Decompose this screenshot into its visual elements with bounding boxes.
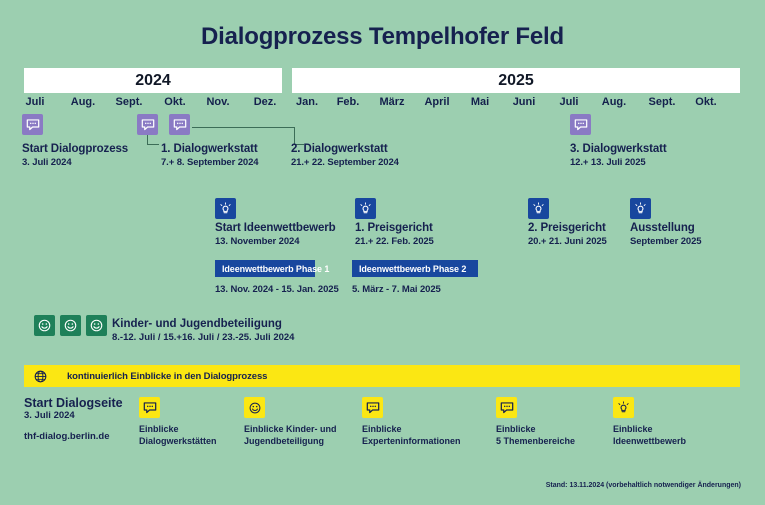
month-label-aug-2024: Aug. xyxy=(70,96,96,108)
event-title-2-preisgericht: 2. Preisgericht xyxy=(528,222,606,234)
month-label-mai-2025: Mai xyxy=(470,96,490,108)
smiley-icon xyxy=(244,397,265,418)
smiley-icon xyxy=(86,315,107,336)
dialog-site-date: 3. Juli 2024 xyxy=(24,410,75,421)
chat-icon xyxy=(570,114,591,135)
chat-icon xyxy=(137,114,158,135)
phase-bar-1-label: Ideenwettbewerb Phase 1 xyxy=(222,263,330,274)
event-date-start-ideenwettbewerb: 13. November 2024 xyxy=(215,236,300,247)
insight-label-experteninformationen: Einblicke Experteninformationen xyxy=(362,424,461,446)
event-date-3-dialogwerkstatt: 12.+ 13. Juli 2025 xyxy=(570,157,646,168)
month-label-jan-2025: Jan. xyxy=(295,96,319,108)
lightbulb-icon xyxy=(215,198,236,219)
month-label-okt-2024: Okt. xyxy=(164,96,186,108)
month-label-nov-2024: Nov. xyxy=(206,96,230,108)
chat-icon xyxy=(169,114,190,135)
month-label-aug-2025: Aug. xyxy=(601,96,627,108)
chat-icon xyxy=(139,397,160,418)
year-bar-2024: 2024 xyxy=(24,68,282,93)
dialog-site-title: Start Dialogseite xyxy=(24,396,123,410)
chat-icon xyxy=(22,114,43,135)
month-label-okt-2025: Okt. xyxy=(695,96,717,108)
event-date-1-preisgericht: 21.+ 22. Feb. 2025 xyxy=(355,236,434,247)
insight-label-kinder-jugendbeteiligung: Einblicke Kinder- und Jugendbeteiligung xyxy=(244,424,337,446)
lightbulb-icon xyxy=(355,198,376,219)
insight-label-dialogwerkstaetten: Einblicke Dialogwerkstätten xyxy=(139,424,217,446)
event-title-2-dialogwerkstatt: 2. Dialogwerkstatt xyxy=(291,143,388,155)
event-title-start-dialogprozess: Start Dialogprozess xyxy=(22,143,129,155)
smiley-icon xyxy=(60,315,81,336)
month-label-juli-2025: Juli xyxy=(559,96,579,108)
month-label-sept-2024: Sept. xyxy=(115,96,143,108)
connector-line-2-vertical xyxy=(294,127,295,145)
event-date-1-dialogwerkstatt: 7.+ 8. September 2024 xyxy=(161,157,259,168)
dialog-site-url[interactable]: thf-dialog.berlin.de xyxy=(24,431,110,442)
globe-icon xyxy=(31,367,49,385)
smiley-icon xyxy=(34,315,55,336)
month-label-dez-2024: Dez. xyxy=(253,96,277,108)
month-label-juli-2024: Juli xyxy=(25,96,45,108)
phase-2-date: 5. März - 7. Mai 2025 xyxy=(352,284,441,295)
year-bar-2025: 2025 xyxy=(292,68,740,93)
month-label-maerz-2025: März xyxy=(379,96,405,108)
page-title: Dialogprozess Tempelhofer Feld xyxy=(201,23,564,50)
chat-icon xyxy=(496,397,517,418)
phase-1-date: 13. Nov. 2024 - 15. Jan. 2025 xyxy=(215,284,339,295)
youth-participation-date: 8.-12. Juli / 15.+16. Juli / 23.-25. Jul… xyxy=(112,332,295,343)
continuous-insights-text: kontinuierlich Einblicke in den Dialogpr… xyxy=(67,370,268,382)
connector-line-2-stub xyxy=(294,144,304,145)
phase-bar-2: Ideenwettbewerb Phase 2 xyxy=(352,260,478,277)
footer-note: Stand: 13.11.2024 (vorbehaltlich notwend… xyxy=(545,482,741,489)
connector-line-1-horizontal xyxy=(147,144,159,145)
month-label-sept-2025: Sept. xyxy=(648,96,676,108)
insight-label-themenbereiche: Einblicke 5 Themenbereiche xyxy=(496,424,576,446)
month-label-feb-2025: Feb. xyxy=(336,96,360,108)
lightbulb-icon xyxy=(613,397,634,418)
event-date-start-dialogprozess: 3. Juli 2024 xyxy=(22,157,72,168)
event-title-start-ideenwettbewerb: Start Ideenwettbewerb xyxy=(215,222,336,234)
lightbulb-icon xyxy=(528,198,549,219)
phase-bar-1: Ideenwettbewerb Phase 1 xyxy=(215,260,329,277)
lightbulb-icon xyxy=(630,198,651,219)
insight-label-ideenwettbewerb: Einblicke Ideenwettbewerb xyxy=(613,424,687,446)
event-date-2-preisgericht: 20.+ 21. Juni 2025 xyxy=(528,236,607,247)
youth-participation-title: Kinder- und Jugendbeteiligung xyxy=(112,318,282,330)
continuous-insights-banner: kontinuierlich Einblicke in den Dialogpr… xyxy=(24,365,740,387)
month-label-juni-2025: Juni xyxy=(512,96,536,108)
event-title-3-dialogwerkstatt: 3. Dialogwerkstatt xyxy=(570,143,667,155)
month-label-april-2025: April xyxy=(424,96,450,108)
connector-line-1-vertical xyxy=(147,133,148,145)
event-title-ausstellung: Ausstellung xyxy=(630,222,695,234)
event-title-1-dialogwerkstatt: 1. Dialogwerkstatt xyxy=(161,143,258,155)
event-date-2-dialogwerkstatt: 21.+ 22. September 2024 xyxy=(291,157,399,168)
event-date-ausstellung: September 2025 xyxy=(630,236,702,247)
connector-line-2-horizontal xyxy=(192,127,295,128)
year-label-2025: 2025 xyxy=(498,71,534,89)
event-title-1-preisgericht: 1. Preisgericht xyxy=(355,222,433,234)
chat-icon xyxy=(362,397,383,418)
phase-bar-2-label: Ideenwettbewerb Phase 2 xyxy=(359,263,467,274)
year-label-2024: 2024 xyxy=(135,71,171,89)
